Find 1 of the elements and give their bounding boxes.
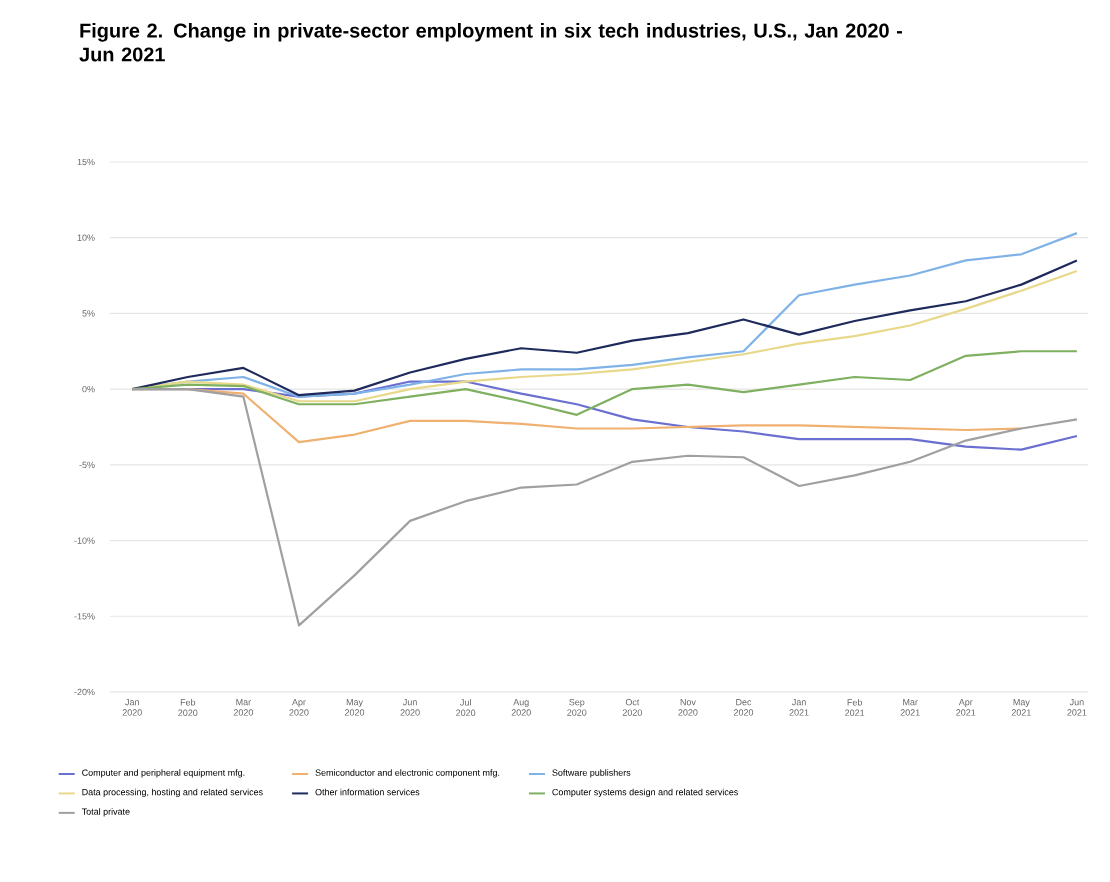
chart-title: Figure 2. Change in private-sector employment in six tech industries, U.S., Jan 2020 - Jun 2021 — [79, 23, 903, 62]
